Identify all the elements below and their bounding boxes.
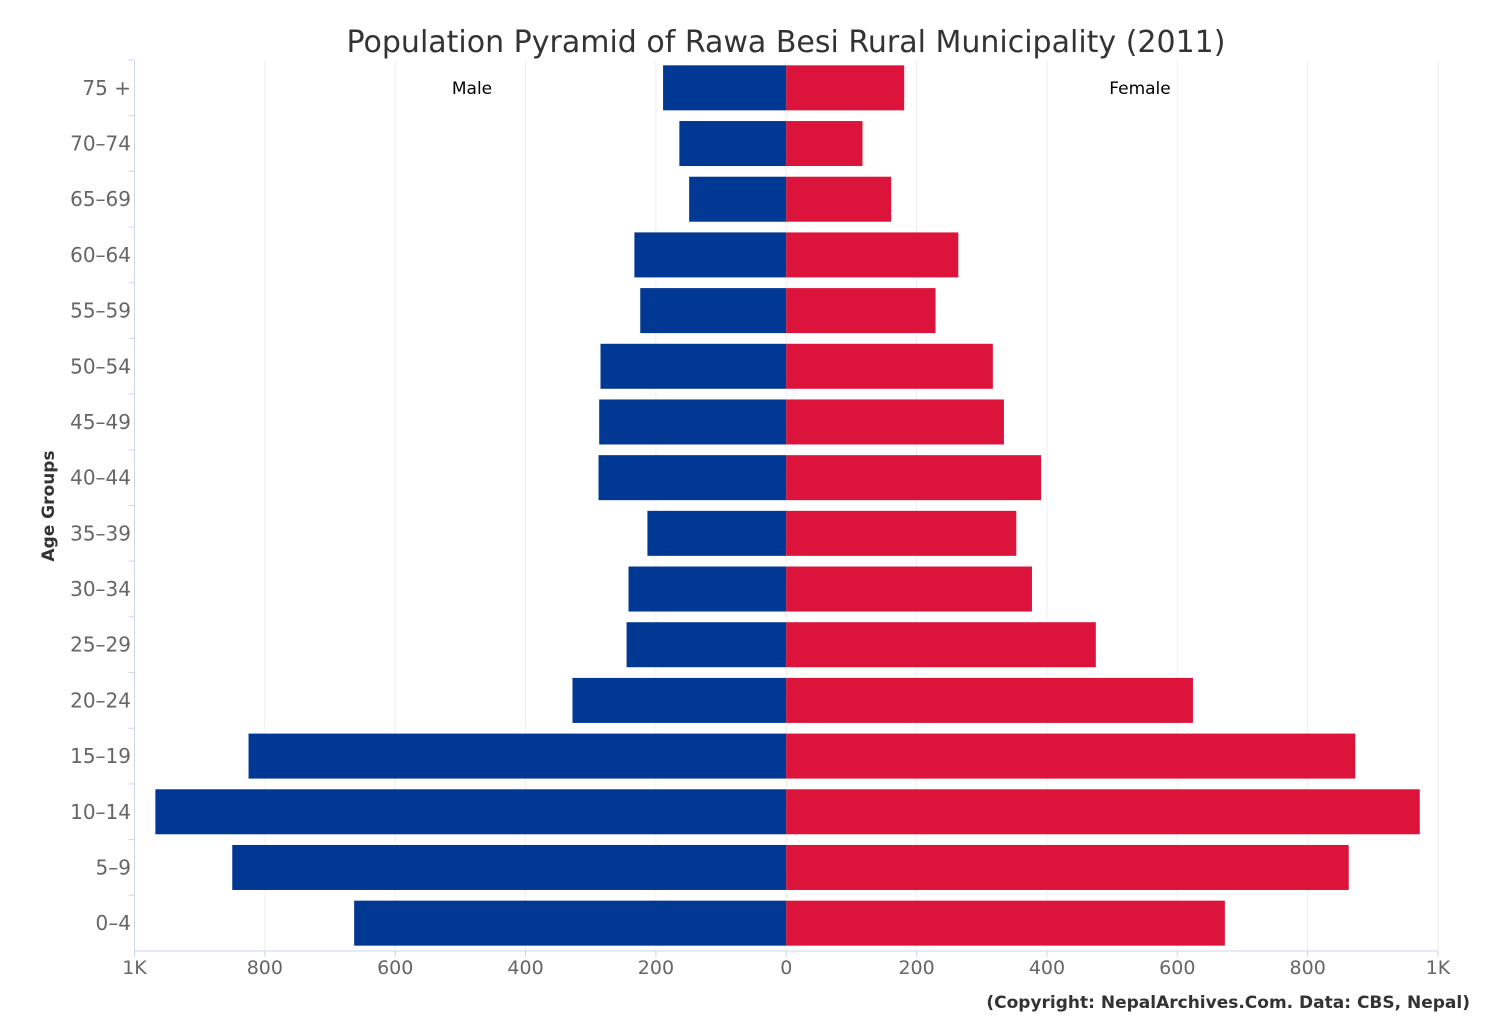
y-category-label: 25–29 [70,633,131,657]
x-tick-label: 400 [1029,957,1065,979]
bar-male-5-9 [232,844,787,890]
bar-male-60-64 [634,232,787,278]
x-tick-label: 1K [122,957,147,979]
bar-female-75 [786,65,905,111]
bar-female-40-44 [786,455,1042,501]
bar-female-20-24 [786,677,1193,723]
bar-male-50-54 [600,343,787,389]
y-category-label: 0–4 [96,911,131,935]
bar-male-20-24 [572,677,787,723]
bar-male-40-44 [598,455,787,501]
bar-female-15-19 [786,733,1356,779]
bar-female-35-39 [786,510,1017,556]
y-category-label: 75 + [82,76,131,100]
bar-female-55-59 [786,288,936,334]
bar-female-10-14 [786,789,1420,835]
x-tick-label: 800 [247,957,283,979]
x-tick-label: 800 [1290,957,1326,979]
bar-male-45-49 [599,399,787,445]
bar-female-5-9 [786,844,1349,890]
chart-title: Population Pyramid of Rawa Besi Rural Mu… [347,25,1226,60]
bar-male-30-34 [628,566,787,612]
y-category-label: 45–49 [70,410,131,434]
bar-male-25-29 [626,622,787,668]
y-category-label: 20–24 [70,688,131,712]
bar-male-75 [663,65,787,111]
bar-female-30-34 [786,566,1032,612]
bar-female-65-69 [786,176,892,222]
credit-text: (Copyright: NepalArchives.Com. Data: CBS… [986,993,1470,1013]
bar-female-45-49 [786,399,1004,445]
y-category-label: 30–34 [70,577,131,601]
x-tick-label: 0 [780,957,792,979]
bar-male-65-69 [689,176,787,222]
bar-female-60-64 [786,232,959,278]
axes: 1K 800 600 400 200 0 200 400 600 800 1K 75 + 70–74 65… [70,59,1451,979]
x-tick-label: 1K [1426,957,1451,979]
y-category-label: 55–59 [70,299,131,323]
y-category-label: 5–9 [96,855,131,879]
male-series-label: Male [452,79,492,99]
bars [155,65,1420,946]
bar-male-10-14 [155,789,787,835]
bar-female-50-54 [786,343,993,389]
x-tick-label: 400 [507,957,543,979]
y-category-label: 35–39 [70,521,131,545]
y-category-label: 60–64 [70,243,131,267]
y-category-label: 65–69 [70,187,131,211]
bar-male-15-19 [248,733,787,779]
y-category-label: 70–74 [70,132,131,156]
bar-male-0-4 [354,900,787,946]
x-tick-label: 200 [638,957,674,979]
x-tick-label: 200 [898,957,934,979]
bar-female-0-4 [786,900,1225,946]
bar-male-70-74 [679,121,787,167]
y-category-label: 40–44 [70,466,131,490]
y-category-label: 50–54 [70,354,131,378]
y-category-label: 10–14 [70,800,131,824]
y-axis-title: Age Groups [39,450,59,561]
bar-male-55-59 [640,288,787,334]
bar-female-70-74 [786,121,863,167]
female-series-label: Female [1109,79,1170,99]
x-tick-label: 600 [377,957,413,979]
bar-female-25-29 [786,622,1096,668]
y-category-label: 15–19 [70,744,131,768]
x-tick-label: 600 [1159,957,1195,979]
bar-male-35-39 [647,510,787,556]
